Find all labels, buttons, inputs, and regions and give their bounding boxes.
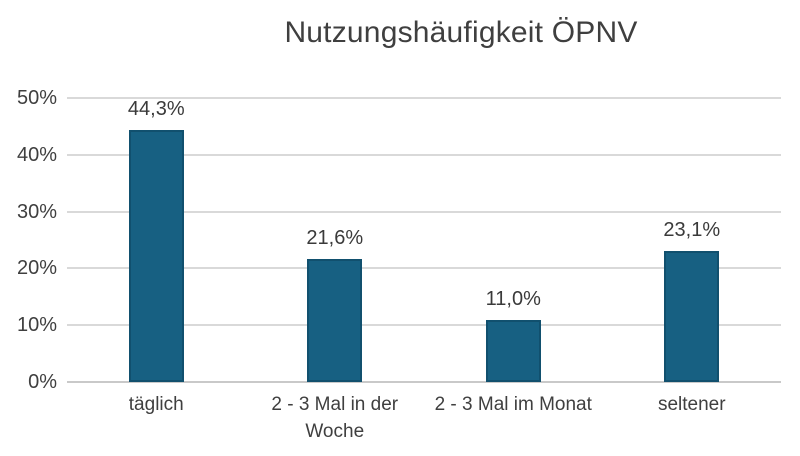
bar-slot-monat: 11,0% (424, 98, 603, 382)
bar-slot-taeglich: 44,3% (67, 98, 246, 382)
bar-value-label: 23,1% (663, 218, 721, 241)
gridline-50 (67, 97, 781, 99)
plot-area: 0% 10% 20% 30% 40% 50% 44,3% 21,6% 11,0%… (17, 87, 782, 393)
gridline-30 (67, 210, 781, 213)
bar-value-label: 44,3% (127, 98, 185, 121)
gridline-10 (67, 324, 781, 327)
bar-value-label: 11,0% (485, 287, 541, 310)
y-tick-label: 0% (28, 371, 57, 393)
bar-slot-woche: 21,6% (246, 98, 425, 382)
bar-value-label: 21,6% (306, 227, 364, 250)
y-tick-label: 20% (16, 257, 57, 280)
x-label-woche: 2 - 3 Mal in der Woche (271, 394, 399, 442)
y-tick-label: 10% (16, 314, 57, 337)
gridline-0 (67, 381, 781, 383)
bar-monat (485, 319, 541, 382)
y-tick-label: 30% (16, 200, 57, 223)
bar-slot-seltener: 23,1% (603, 98, 782, 382)
bar-taeglich (128, 130, 184, 382)
gridline-20 (67, 267, 781, 270)
chart-title: Nutzungshäufigkeit ÖPNV (284, 16, 638, 49)
x-label-taeglich: täglich (128, 394, 184, 415)
gridline-40 (67, 153, 781, 156)
x-label-monat: 2 - 3 Mal im Monat (434, 394, 592, 415)
y-tick-label: 50% (16, 87, 57, 109)
bar-woche (307, 259, 363, 382)
x-label-seltener: seltener (657, 394, 726, 415)
x-axis: täglich 2 - 3 Mal in der Woche 2 - 3 Mal… (67, 391, 781, 445)
y-tick-label: 40% (16, 143, 57, 166)
bar-seltener (664, 250, 720, 382)
